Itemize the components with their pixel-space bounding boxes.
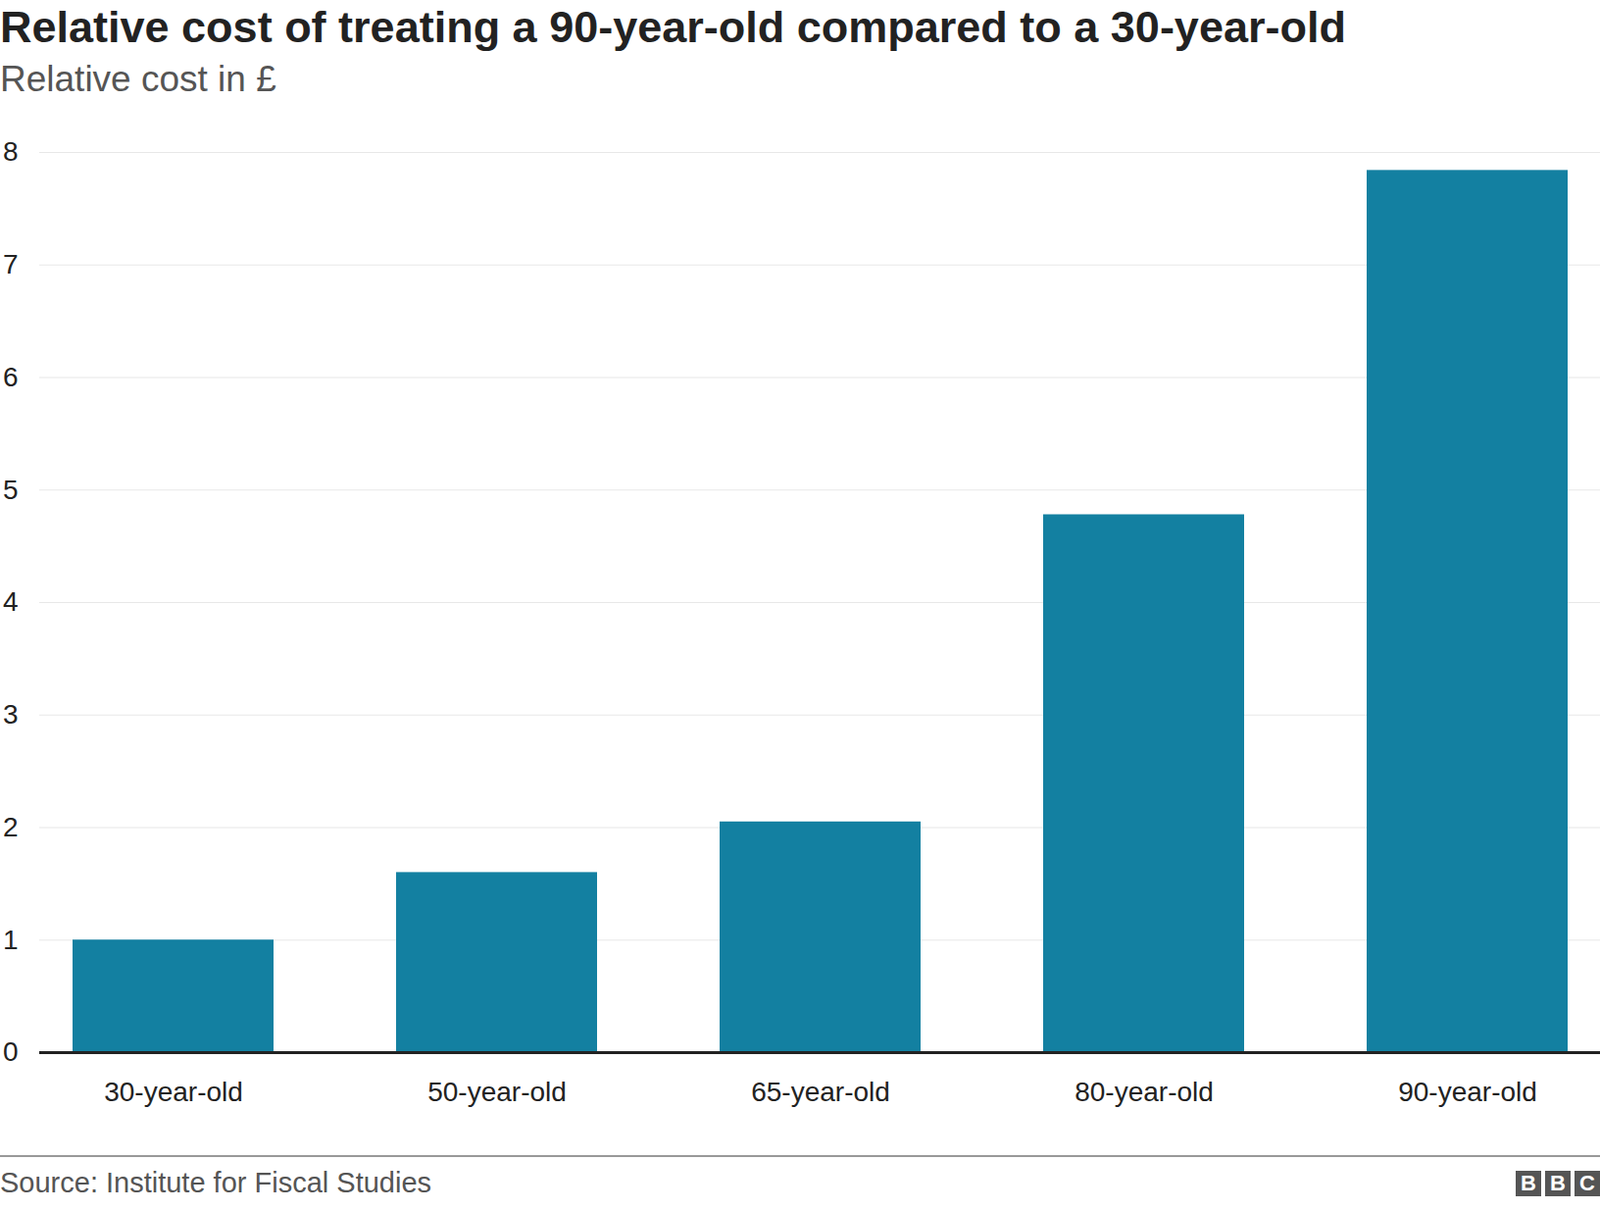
- html-text:Source: Institute for Fiscal S: Source: Institute for Fiscal Studies: [0, 1166, 432, 1199]
- svg-text:7: 7: [2, 249, 19, 280]
- svg-text:8: 8: [2, 136, 19, 167]
- svg-text:50-year-old: 50-year-old: [427, 1076, 567, 1107]
- svg-text:1: 1: [2, 924, 19, 955]
- html-text:Relative cost in £: Relative cost in £: [0, 58, 277, 100]
- svg-text:6: 6: [2, 361, 19, 393]
- svg-text:80-year-old: 80-year-old: [1074, 1076, 1214, 1107]
- html-text:C: C: [1579, 1170, 1595, 1196]
- svg-text:90-year-old: 90-year-old: [1398, 1076, 1538, 1107]
- svg-text:0: 0: [2, 1036, 19, 1067]
- svg-text:30-year-old: 30-year-old: [103, 1076, 244, 1107]
- html-text:Relative cost of treating a 90: Relative cost of treating a 90-year-old …: [0, 1, 1346, 52]
- svg-text:5: 5: [2, 474, 19, 505]
- html-text:B: B: [1550, 1170, 1566, 1196]
- svg-text:3: 3: [2, 699, 19, 730]
- html-text:B: B: [1520, 1170, 1537, 1196]
- svg-text:65-year-old: 65-year-old: [750, 1076, 891, 1107]
- svg-text:4: 4: [2, 586, 19, 617]
- svg-text:2: 2: [2, 811, 19, 843]
